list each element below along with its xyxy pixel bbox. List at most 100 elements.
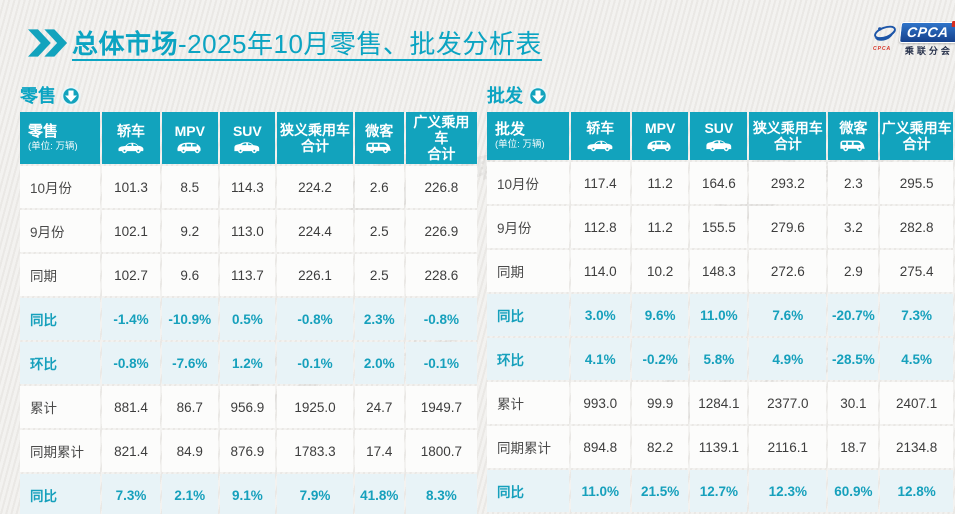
value-cell: 1949.7 <box>405 386 477 429</box>
value-cell: 272.6 <box>749 250 827 292</box>
retail-table-section: 零售 零售 (单位: 万辆) 轿车 MPV SUV 狭义乘用车 合计 微客 广义乘用车 合计 10月… <box>20 82 477 514</box>
logo-brand: CPCA <box>898 21 955 43</box>
value-cell: 99.9 <box>631 382 689 424</box>
header-row: 批发 (单位: 万辆) 轿车 MPV SUV 狭义乘用车 合计 微客 广义乘用车 合计 <box>487 112 953 160</box>
value-cell: -10.9% <box>161 298 218 341</box>
value-cell: 2.3% <box>354 298 404 341</box>
value-cell: 275.4 <box>880 250 953 292</box>
column-label: 广义乘用车 <box>881 119 952 136</box>
value-cell: 7.9% <box>277 474 353 514</box>
value-cell: 226.8 <box>405 166 477 209</box>
suv-icon <box>232 141 262 154</box>
value-cell: 4.5% <box>880 338 953 380</box>
value-cell: 1284.1 <box>690 382 748 424</box>
table-row: 同比 7.3% 2.1% 9.1% 7.9% 41.8% 8.3% <box>20 474 477 514</box>
value-cell: 9.2 <box>161 210 218 253</box>
value-cell: 1139.1 <box>690 426 748 468</box>
value-cell: 117.4 <box>570 162 630 204</box>
value-cell: 2377.0 <box>749 382 827 424</box>
value-cell: 11.2 <box>631 162 689 204</box>
value-cell: 114.0 <box>570 250 630 292</box>
corner-label: 零售 <box>28 123 59 141</box>
microvan-icon <box>364 141 394 154</box>
down-arrow-circle-icon <box>528 86 548 106</box>
unit-label: (单位: 万辆) <box>495 139 545 151</box>
column-label: MPV <box>174 122 205 139</box>
value-cell: 224.4 <box>277 210 353 253</box>
table-row: 同期 114.0 10.2 148.3 272.6 2.9 275.4 <box>487 250 953 292</box>
column-header-sedan: 轿车 <box>570 112 630 160</box>
value-cell: -0.8% <box>102 342 160 385</box>
value-cell: 1.2% <box>219 342 276 385</box>
cpca-swoosh-icon: CPCA <box>872 22 898 52</box>
value-cell: -0.1% <box>405 342 477 385</box>
value-cell: 113.7 <box>219 254 276 297</box>
value-cell: 0.5% <box>219 298 276 341</box>
column-label-line2: 合计 <box>427 146 456 163</box>
value-cell: 2.9 <box>828 250 879 292</box>
row-label-cell: 环比 <box>20 342 101 385</box>
value-cell: 8.3% <box>405 474 477 514</box>
double-chevron-icon <box>28 29 68 57</box>
value-cell: 293.2 <box>749 162 827 204</box>
column-label-line2: 合计 <box>902 136 931 152</box>
column-header-narrow-pv-total: 狭义乘用车 合计 <box>277 112 353 165</box>
value-cell: 226.9 <box>405 210 477 253</box>
value-cell: -0.8% <box>405 298 477 341</box>
value-cell: 4.9% <box>749 338 827 380</box>
table-row: 同期累计 821.4 84.9 876.9 1783.3 17.4 1800.7 <box>20 430 477 473</box>
value-cell: 164.6 <box>690 162 748 204</box>
title-rest: -2025年10月零售、批发分析表 <box>178 29 542 59</box>
column-label: 轿车 <box>586 120 615 137</box>
corner-label: 批发 <box>495 120 526 138</box>
table-row: 10月份 117.4 11.2 164.6 293.2 2.3 295.5 <box>487 162 953 204</box>
table-row: 9月份 112.8 11.2 155.5 279.6 3.2 282.8 <box>487 206 953 248</box>
column-header-suv: SUV <box>219 112 276 165</box>
column-header-broad-pv-total: 广义乘用车 合计 <box>880 112 953 160</box>
table-row: 同期累计 894.8 82.2 1139.1 2116.1 18.7 2134.8 <box>487 426 953 468</box>
title-emphasis: 总体市场 <box>72 29 179 59</box>
table-row: 累计 881.4 86.7 956.9 1925.0 24.7 1949.7 <box>20 386 477 429</box>
column-label: 轿车 <box>117 122 146 139</box>
value-cell: 9.1% <box>219 474 276 514</box>
value-cell: 876.9 <box>219 430 276 473</box>
row-label-cell: 9月份 <box>20 210 101 253</box>
row-label-cell: 同比 <box>487 294 569 336</box>
unit-label: (单位: 万辆) <box>28 141 78 153</box>
retail-section-label: 零售 <box>20 82 477 108</box>
value-cell: 102.7 <box>102 254 160 297</box>
value-cell: 9.6% <box>631 294 689 336</box>
column-label: 微客 <box>839 120 868 137</box>
value-cell: 295.5 <box>880 162 953 204</box>
column-header-mpv: MPV <box>161 112 218 165</box>
wholesale-section-label: 批发 <box>487 82 953 108</box>
value-cell: 3.2 <box>828 206 879 248</box>
table-row: 环比 -0.8% -7.6% 1.2% -0.1% 2.0% -0.1% <box>20 342 477 385</box>
value-cell: -7.6% <box>161 342 218 385</box>
column-header-narrow-pv-total: 狭义乘用车 合计 <box>749 112 827 160</box>
row-label-cell: 同期 <box>487 250 569 292</box>
value-cell: -0.8% <box>277 298 353 341</box>
row-label-cell: 9月份 <box>487 206 569 248</box>
value-cell: 279.6 <box>749 206 827 248</box>
column-label: 微客 <box>365 122 394 139</box>
value-cell: 7.3% <box>880 294 953 336</box>
value-cell: 24.7 <box>354 386 404 429</box>
table-row: 同期 102.7 9.6 113.7 226.1 2.5 228.6 <box>20 254 477 297</box>
value-cell: 226.1 <box>277 254 353 297</box>
value-cell: -1.4% <box>102 298 160 341</box>
value-cell: 1800.7 <box>405 430 477 473</box>
value-cell: 282.8 <box>880 206 953 248</box>
value-cell: 17.4 <box>354 430 404 473</box>
column-header-microvan: 微客 <box>828 112 879 160</box>
value-cell: 86.7 <box>161 386 218 429</box>
column-label: SUV <box>232 122 262 139</box>
table-row: 同比 -1.4% -10.9% 0.5% -0.8% 2.3% -0.8% <box>20 298 477 341</box>
page-title: 总体市场-2025年10月零售、批发分析表 <box>72 24 542 61</box>
value-cell: 113.0 <box>219 210 276 253</box>
column-header-sedan: 轿车 <box>102 112 160 165</box>
table-row: 10月份 101.3 8.5 114.3 224.2 2.6 226.8 <box>20 166 477 209</box>
value-cell: 2.0% <box>354 342 404 385</box>
value-cell: 112.8 <box>570 206 630 248</box>
